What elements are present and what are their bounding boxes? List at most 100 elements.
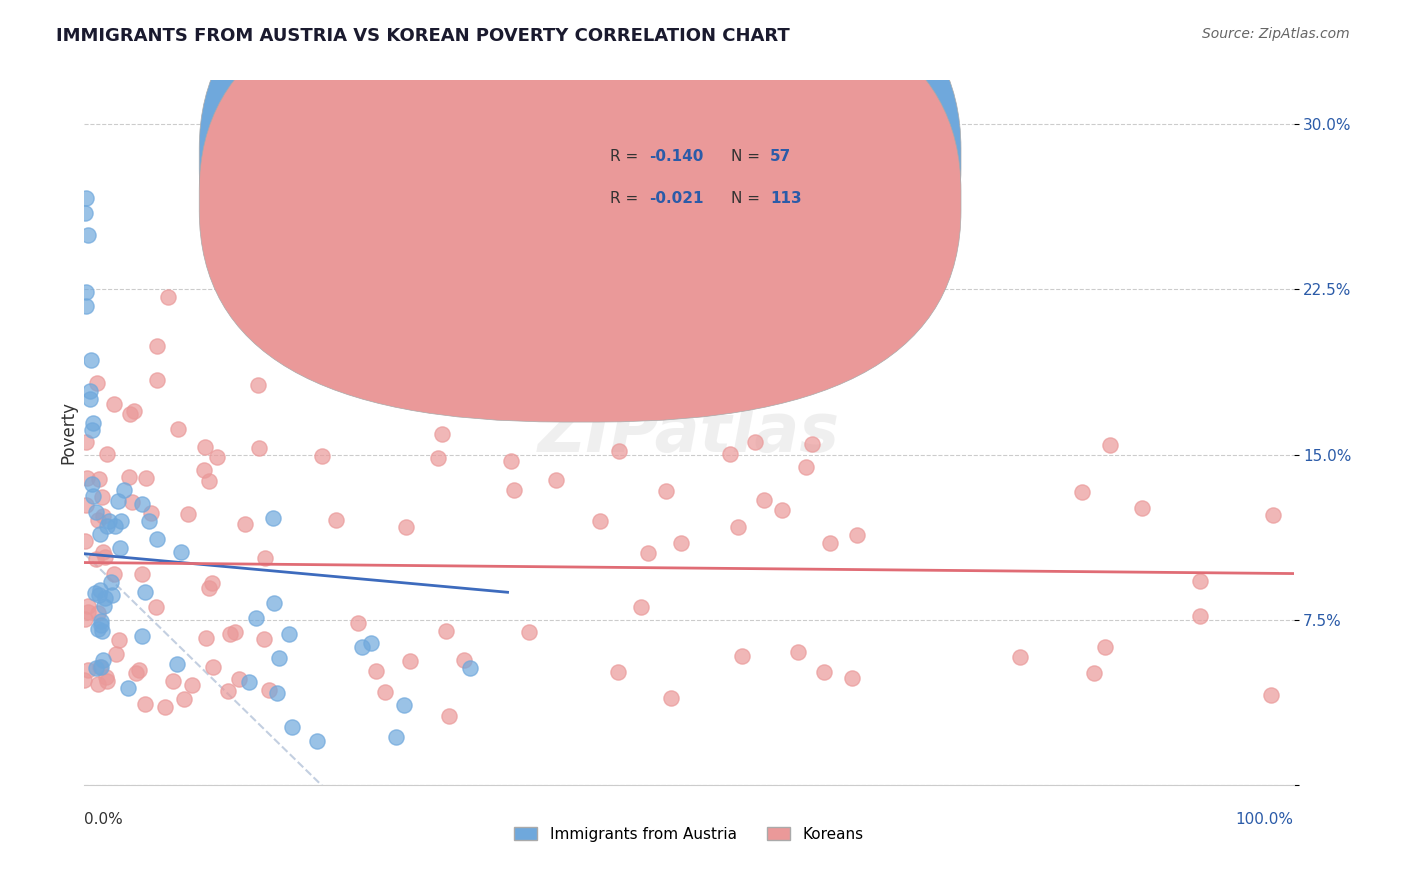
Point bbox=[205, 450, 228, 465]
Point bbox=[167, 422, 190, 436]
Point bbox=[96, 519, 118, 533]
Point bbox=[194, 440, 217, 454]
Point bbox=[1130, 500, 1153, 515]
Point bbox=[84, 551, 107, 566]
Point bbox=[169, 545, 191, 559]
Point bbox=[266, 685, 288, 699]
Point bbox=[162, 673, 184, 688]
Point bbox=[75, 434, 97, 449]
Point bbox=[75, 498, 97, 512]
Point bbox=[84, 586, 107, 600]
Point bbox=[233, 516, 256, 531]
Point bbox=[1094, 640, 1116, 654]
Point bbox=[374, 685, 396, 699]
Point bbox=[73, 612, 96, 626]
Point bbox=[118, 470, 141, 484]
Point bbox=[176, 508, 198, 522]
Point bbox=[131, 566, 153, 581]
Point bbox=[134, 585, 156, 599]
Point bbox=[93, 599, 115, 613]
Point bbox=[818, 536, 841, 550]
Point bbox=[87, 606, 110, 620]
Point bbox=[801, 437, 824, 451]
Point bbox=[263, 596, 285, 610]
Point bbox=[145, 599, 167, 614]
Point bbox=[325, 513, 347, 527]
Point bbox=[1189, 574, 1212, 589]
Point bbox=[98, 515, 121, 529]
Point bbox=[103, 567, 125, 582]
Point bbox=[659, 691, 682, 706]
Point bbox=[112, 483, 135, 497]
Point bbox=[731, 649, 754, 664]
Point bbox=[364, 665, 387, 679]
Point bbox=[118, 408, 141, 422]
Point bbox=[82, 489, 104, 503]
Point bbox=[145, 339, 167, 353]
Point bbox=[173, 691, 195, 706]
Point bbox=[138, 515, 160, 529]
Point bbox=[139, 506, 162, 520]
Text: 57: 57 bbox=[770, 149, 792, 164]
Point bbox=[194, 632, 217, 646]
Point bbox=[238, 674, 260, 689]
Point bbox=[82, 423, 104, 437]
Point bbox=[262, 511, 284, 525]
Point bbox=[198, 475, 221, 489]
Point bbox=[453, 653, 475, 667]
Text: 100.0%: 100.0% bbox=[1236, 812, 1294, 827]
Point bbox=[845, 528, 868, 542]
Point bbox=[90, 618, 112, 632]
Point bbox=[201, 576, 224, 591]
Point bbox=[104, 518, 127, 533]
Point bbox=[394, 520, 416, 534]
Point bbox=[770, 503, 793, 517]
Point bbox=[247, 442, 270, 456]
Point bbox=[134, 697, 156, 711]
Point bbox=[253, 632, 276, 646]
Point bbox=[90, 659, 112, 673]
Point bbox=[219, 627, 242, 641]
Text: 0.0%: 0.0% bbox=[84, 812, 124, 827]
Point bbox=[384, 730, 406, 744]
Point bbox=[122, 403, 145, 417]
Point bbox=[76, 664, 98, 678]
Point bbox=[311, 449, 333, 463]
Point bbox=[217, 683, 239, 698]
Point bbox=[84, 661, 107, 675]
Point bbox=[131, 497, 153, 511]
Point bbox=[193, 463, 215, 477]
Point bbox=[499, 454, 522, 468]
Point bbox=[247, 377, 270, 392]
Point bbox=[589, 514, 612, 528]
Point bbox=[94, 591, 117, 606]
Point bbox=[125, 665, 148, 680]
Point bbox=[727, 520, 749, 534]
Point bbox=[1260, 688, 1282, 702]
Point bbox=[360, 636, 382, 650]
Point bbox=[90, 490, 112, 504]
Text: R =: R = bbox=[610, 149, 644, 164]
Point bbox=[73, 673, 96, 687]
Point bbox=[146, 373, 169, 387]
Point bbox=[100, 574, 122, 589]
Point bbox=[267, 650, 290, 665]
Point bbox=[155, 700, 177, 714]
Point bbox=[399, 654, 422, 668]
Point bbox=[1083, 666, 1105, 681]
Point bbox=[103, 397, 125, 411]
Point bbox=[131, 629, 153, 643]
Point bbox=[110, 514, 132, 528]
Legend: Immigrants from Austria, Koreans: Immigrants from Austria, Koreans bbox=[509, 821, 869, 847]
Point bbox=[1188, 608, 1211, 623]
Point bbox=[90, 614, 112, 628]
Point bbox=[91, 624, 114, 638]
Point bbox=[1071, 484, 1094, 499]
Point bbox=[76, 605, 98, 619]
Point bbox=[350, 640, 373, 654]
Text: N =: N = bbox=[731, 149, 765, 164]
Point bbox=[80, 353, 103, 368]
Point bbox=[91, 545, 114, 559]
Point bbox=[245, 611, 267, 625]
Point bbox=[87, 588, 110, 602]
